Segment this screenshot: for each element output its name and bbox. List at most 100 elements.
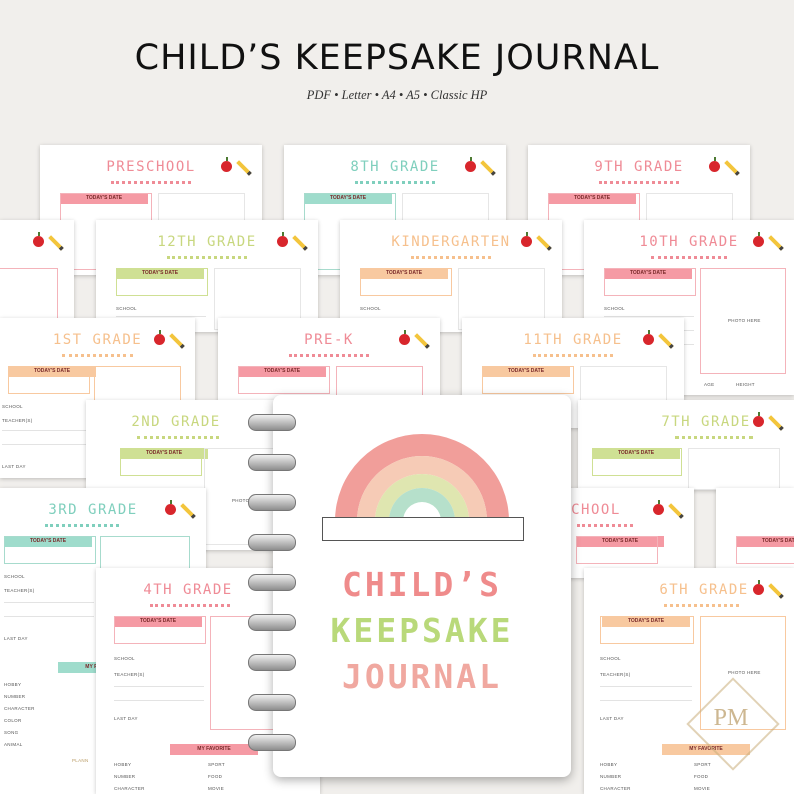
teachers-label: TEACHER(S)	[114, 672, 145, 677]
journal-page-grade12: 12TH GRADE TODAY'S DATE SCHOOL	[96, 220, 318, 332]
binder-ring	[248, 494, 296, 511]
todays-date-ribbon: TODAY'S DATE	[602, 616, 690, 627]
apple-icon	[165, 500, 176, 515]
grade-title: 3RD GRADE	[48, 502, 138, 518]
binder-ring	[248, 694, 296, 711]
page-subtitle: PDF • Letter • A4 • A5 • Classic HP	[306, 88, 488, 102]
height-label: HEIGHT	[736, 382, 755, 387]
todays-date-ribbon: TODAY'S DATE	[604, 268, 692, 279]
watermark-logo: PM	[713, 705, 749, 731]
grade-title: 6TH GRADE	[659, 582, 749, 598]
binder-ring	[248, 614, 296, 631]
number-label: NUMBER	[114, 774, 136, 779]
binder-ring	[248, 654, 296, 671]
grade-title: 1ST GRADE	[52, 332, 143, 348]
number-label: NUMBER	[4, 694, 26, 699]
number-label: NUMBER	[600, 774, 622, 779]
cover-title-line1: CHILD’S	[341, 565, 503, 604]
apple-icon	[653, 500, 664, 515]
grade-title: 8TH GRADE	[350, 159, 440, 175]
teachers-label: TEACHER(S)	[2, 418, 33, 423]
todays-date-ribbon: TODAY'S DATE	[114, 616, 202, 627]
journal-page-partial-right: TODAY'S DATE	[716, 488, 794, 578]
character-label: CHARACTER	[114, 786, 145, 791]
apple-icon	[465, 157, 476, 172]
apple-icon	[221, 157, 232, 172]
school-label: SCHOOL	[116, 306, 137, 311]
todays-date-ribbon: TODAY'S DATE	[482, 366, 570, 377]
hobby-label: HOBBY	[600, 762, 618, 767]
grade-title: 7TH GRADE	[661, 414, 751, 430]
binder-ring	[248, 454, 296, 471]
journal-page-kindergarten: KINDERGARTEN TODAY'S DATE SCHOOL	[340, 220, 562, 332]
rainbow-icon	[335, 434, 509, 521]
color-label: COLOR	[4, 718, 22, 723]
grade-title: 12TH GRADE	[157, 234, 257, 250]
cover-title-line3: JOURNAL	[341, 657, 503, 696]
age-label: AGE	[704, 382, 715, 387]
todays-date-ribbon: TODAY'S DATE	[116, 268, 204, 279]
grade-title: KINDERGARTEN	[391, 234, 511, 250]
last-day-label: LAST DAY	[600, 716, 624, 721]
brand-footer: PLANN	[72, 758, 89, 763]
photo-here-label: PHOTO HERE	[728, 318, 761, 323]
apple-icon	[753, 580, 764, 595]
grade-title: SCHOOL	[561, 502, 621, 518]
todays-date-ribbon: TODAY'S DATE	[576, 536, 664, 547]
binder-ring	[248, 414, 296, 431]
food-label: FOOD	[694, 774, 709, 779]
todays-date-ribbon: TODAY'S DATE	[736, 536, 794, 547]
todays-date-ribbon: TODAY'S DATE	[548, 193, 636, 204]
teachers-label: TEACHER(S)	[4, 588, 35, 593]
grade-title: PRE-K	[304, 332, 354, 348]
teachers-label: TEACHER(S)	[600, 672, 631, 677]
grade-title: 2ND GRADE	[131, 414, 221, 430]
apple-icon	[33, 232, 44, 247]
food-label: FOOD	[208, 774, 223, 779]
journal-cover: CHILD’S KEEPSAKE JOURNAL	[273, 395, 571, 777]
hobby-label: HOBBY	[4, 682, 22, 687]
journal-page-grade7: 7TH GRADE TODAY'S DATE	[578, 400, 794, 490]
hobby-label: HOBBY	[114, 762, 132, 767]
apple-icon	[277, 232, 288, 247]
song-label: SONG	[4, 730, 19, 735]
photo-box	[700, 268, 786, 374]
grade-title: PRESCHOOL	[106, 159, 196, 175]
my-favorite-ribbon: MY FAVORITE	[662, 744, 750, 755]
school-label: SCHOOL	[2, 404, 23, 409]
school-label: SCHOOL	[114, 656, 135, 661]
apple-icon	[399, 330, 410, 345]
todays-date-ribbon: TODAY'S DATE	[238, 366, 326, 377]
apple-icon	[154, 330, 165, 345]
binder-ring	[248, 734, 296, 751]
photo-box	[700, 616, 786, 730]
movie-label: MOVIE	[694, 786, 711, 791]
sport-label: SPORT	[208, 762, 225, 767]
photo-here-label: PHOTO HERE	[728, 670, 761, 675]
movie-label: MOVIE	[208, 786, 225, 791]
todays-date-ribbon: TODAY'S DATE	[592, 448, 680, 459]
apple-icon	[709, 157, 720, 172]
school-label: SCHOOL	[604, 306, 625, 311]
apple-icon	[643, 330, 654, 345]
grade-title: 11TH GRADE	[523, 332, 623, 348]
sport-label: SPORT	[694, 762, 711, 767]
binder-ring	[248, 574, 296, 591]
todays-date-ribbon: TODAY'S DATE	[4, 536, 92, 547]
apple-icon	[753, 232, 764, 247]
last-day-label: LAST DAY	[4, 636, 28, 641]
apple-icon	[521, 232, 532, 247]
apple-icon	[753, 412, 764, 427]
school-label: SCHOOL	[360, 306, 381, 311]
grade-title: 10TH GRADE	[639, 234, 739, 250]
grade-title: 9TH GRADE	[594, 159, 684, 175]
school-label: SCHOOL	[4, 574, 25, 579]
character-label: CHARACTER	[4, 706, 35, 711]
todays-date-ribbon: TODAY'S DATE	[60, 193, 148, 204]
journal-page-partial-left	[0, 220, 74, 332]
page-title: CHILD’S KEEPSAKE JOURNAL	[134, 38, 660, 78]
last-day-label: LAST DAY	[114, 716, 138, 721]
school-label: SCHOOL	[600, 656, 621, 661]
todays-date-ribbon: TODAY'S DATE	[304, 193, 392, 204]
journal-page-grade6: 6TH GRADE TODAY'S DATE PHOTO HERE SCHOOL…	[584, 568, 794, 794]
